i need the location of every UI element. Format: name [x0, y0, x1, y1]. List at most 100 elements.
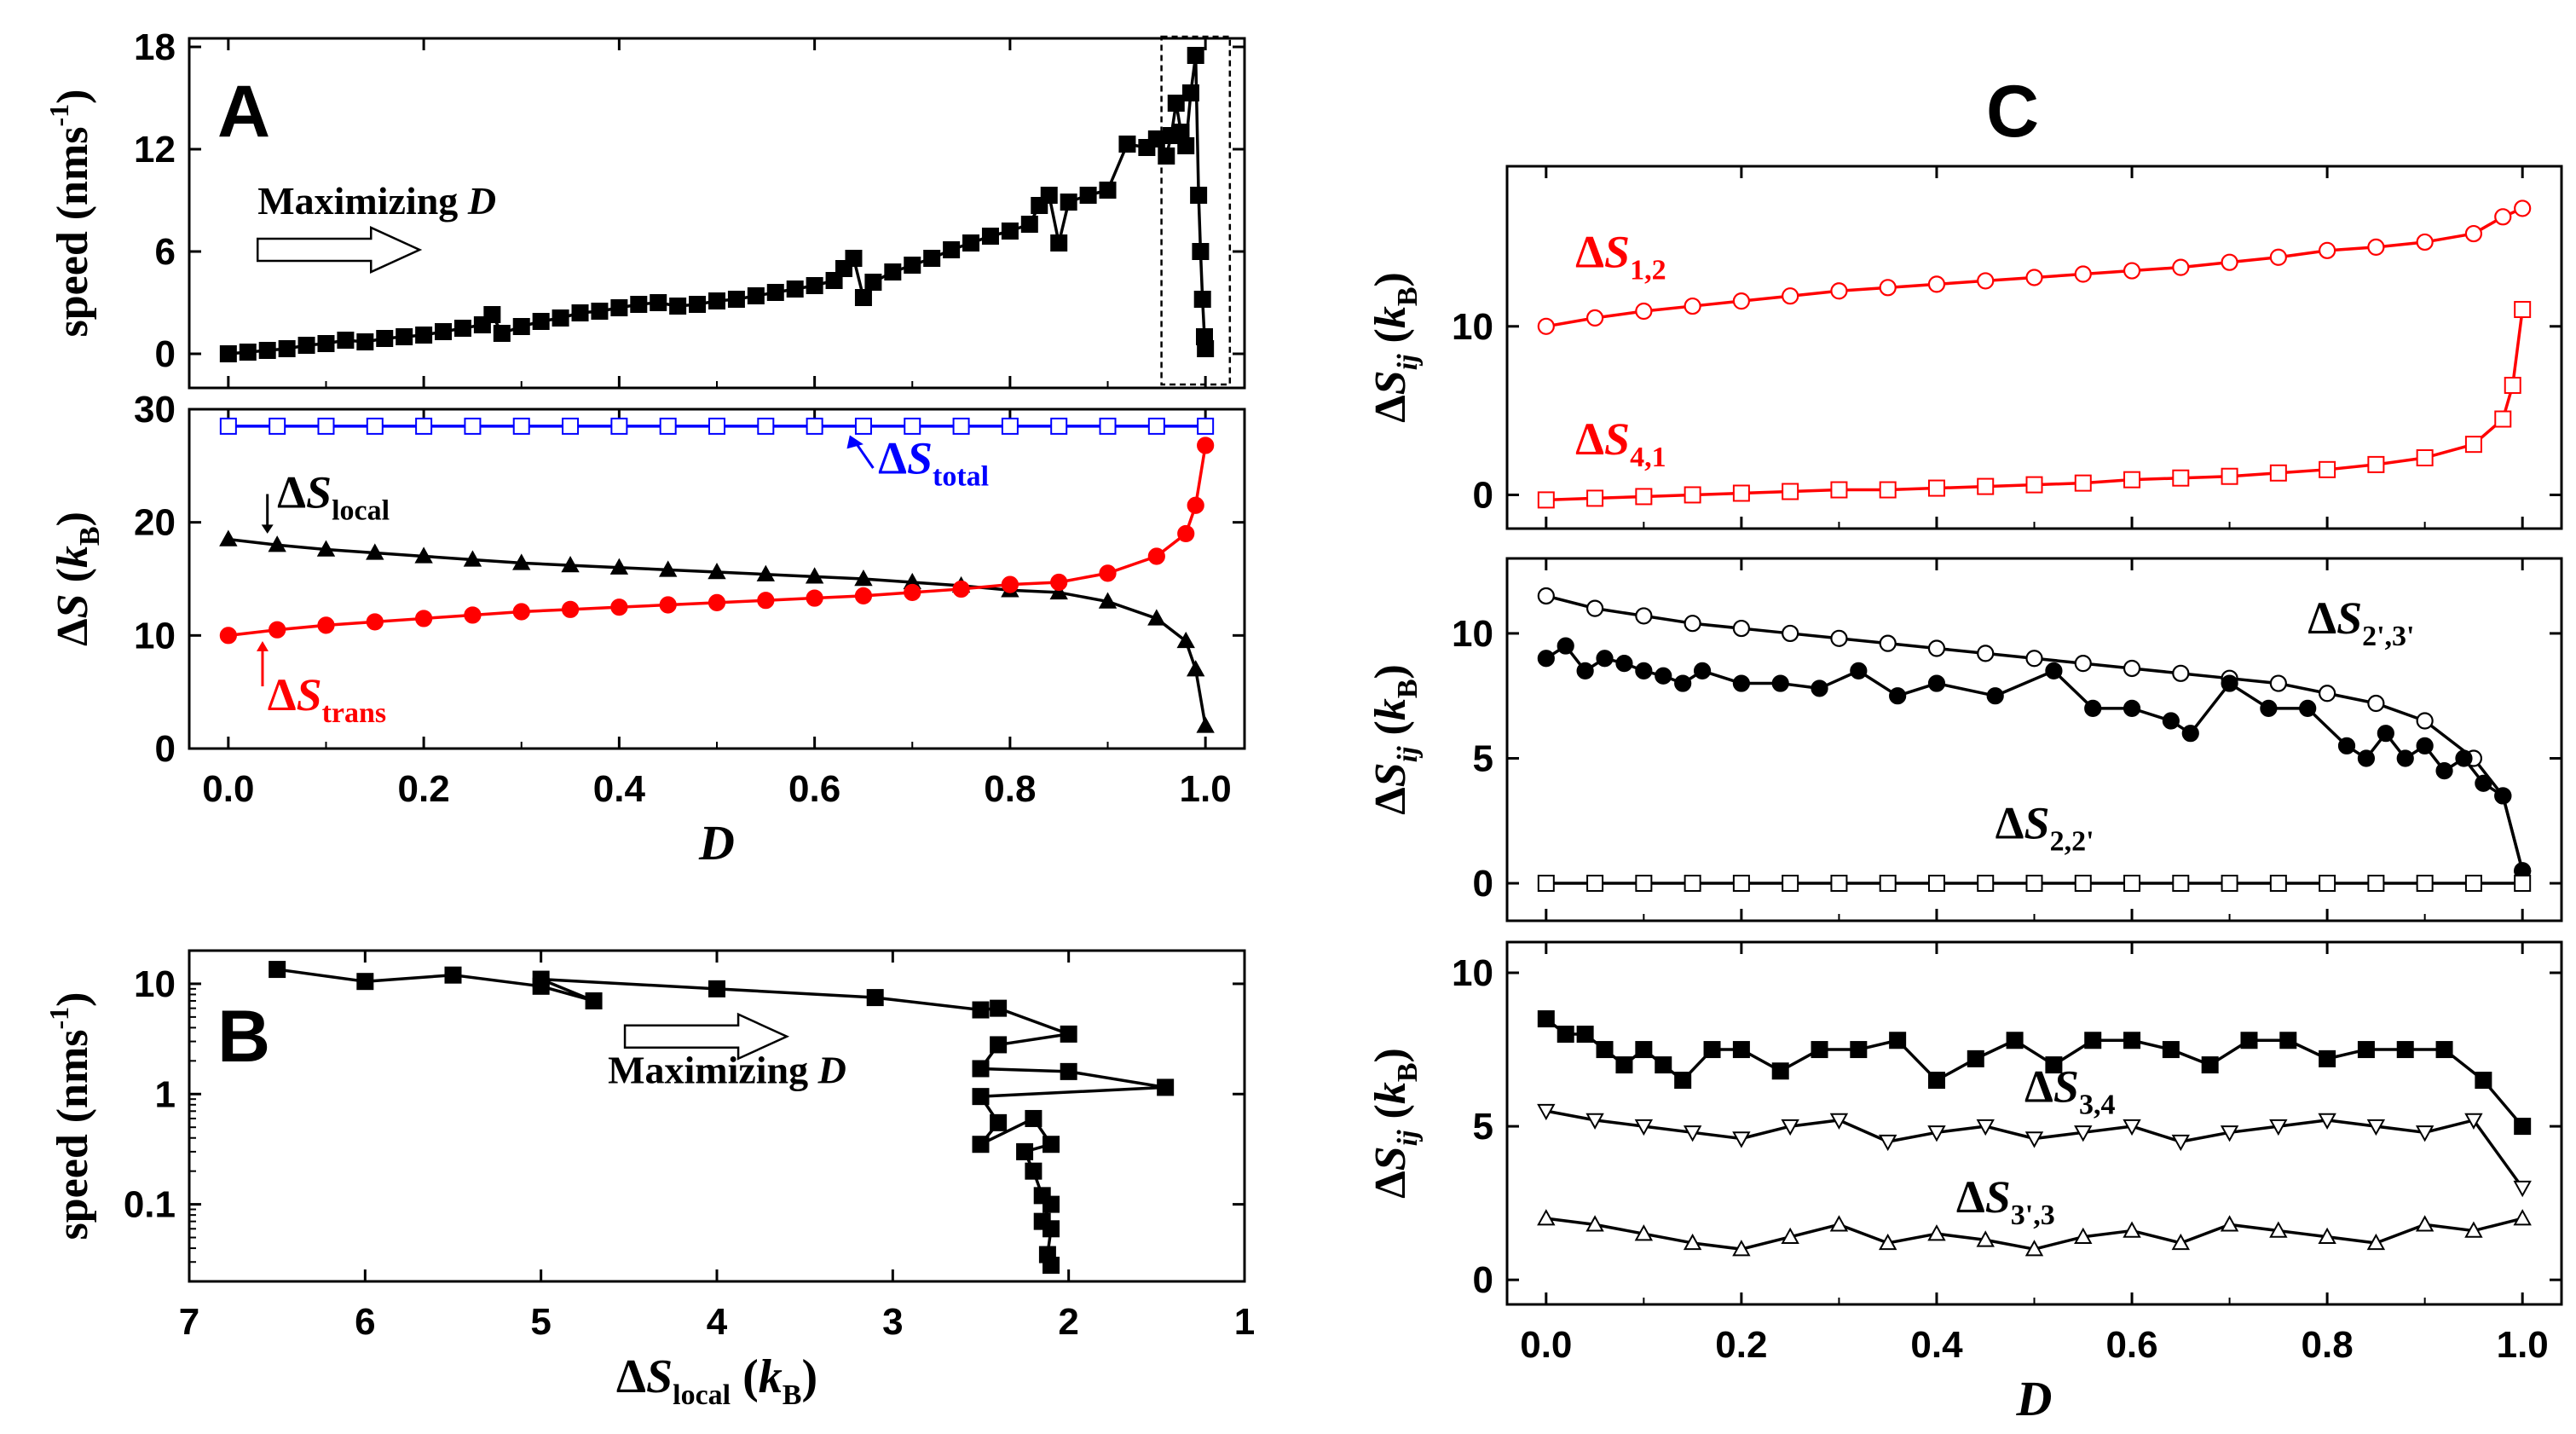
y-tick-label: 6	[155, 231, 176, 273]
data-point	[1167, 95, 1185, 112]
panel-letter-b: B	[217, 996, 270, 1078]
series-label: ΔS3',3	[1956, 1171, 2055, 1231]
data-point	[1771, 674, 1789, 692]
data-point	[1049, 582, 1068, 600]
data-point	[1976, 1230, 1995, 1247]
series-line	[1545, 206, 2523, 328]
data-point	[610, 417, 628, 435]
data-point	[1197, 437, 1215, 454]
data-point	[1050, 573, 1068, 592]
data-point	[269, 961, 286, 979]
data-point	[1927, 479, 1945, 497]
data-point	[2416, 712, 2434, 730]
data-point	[1732, 1240, 1751, 1257]
data-point	[952, 580, 970, 598]
data-point	[1537, 875, 1555, 893]
data-point	[757, 417, 775, 435]
data-point	[239, 344, 257, 361]
data-point	[1674, 674, 1692, 692]
data-point	[2024, 1240, 2044, 1257]
data-point	[1635, 302, 1653, 321]
panel-letter-c: C	[1986, 71, 2039, 153]
x-tick-label: 1	[1234, 1301, 1255, 1343]
y-tick-label: 0	[1473, 863, 1493, 905]
data-point	[2366, 1119, 2386, 1136]
data-point	[708, 292, 725, 309]
data-point	[1811, 1041, 1828, 1059]
data-point	[337, 332, 355, 349]
data-point	[1557, 637, 1574, 655]
data-point	[1732, 674, 1750, 692]
data-point	[2260, 699, 2278, 717]
series-label: ΔSlocal	[277, 466, 390, 526]
data-point	[2181, 725, 2199, 743]
data-point	[1927, 1224, 1946, 1241]
data-point	[1060, 1025, 1077, 1043]
data-point	[669, 298, 687, 315]
data-point	[2319, 241, 2336, 259]
data-point	[2074, 875, 2092, 893]
data-point	[1977, 272, 1995, 290]
x-tick-label: 0.4	[593, 768, 646, 810]
data-point	[1782, 483, 1799, 500]
series-label: ΔS2',3'	[2307, 593, 2414, 652]
data-point	[1878, 1233, 1897, 1251]
data-point	[650, 294, 667, 311]
trans-pointer-head	[256, 640, 269, 651]
data-point	[1781, 1119, 1799, 1136]
data-point	[2464, 1113, 2483, 1130]
data-point	[708, 417, 725, 435]
data-point	[1684, 486, 1701, 504]
data-point	[444, 966, 462, 984]
data-point	[952, 417, 970, 435]
x-tick-label: 0.0	[202, 768, 254, 810]
data-point	[2455, 749, 2473, 767]
data-point	[2396, 749, 2414, 767]
data-point	[2074, 1125, 2093, 1142]
data-point	[415, 417, 433, 435]
x-tick-label: 1.0	[2497, 1324, 2549, 1366]
series-label: ΔS2,2'	[1996, 797, 2094, 857]
data-point	[1927, 639, 1946, 657]
data-point	[2045, 662, 2063, 679]
data-point	[512, 318, 530, 335]
data-point	[1635, 488, 1653, 506]
data-point	[1157, 1078, 1175, 1096]
data-point	[2123, 1032, 2141, 1049]
y-tick-label: 10	[1452, 613, 1493, 655]
data-point	[1043, 1136, 1060, 1154]
data-point	[1927, 275, 1946, 293]
series-line	[1545, 644, 2524, 871]
data-point	[219, 345, 237, 362]
x-axis-label: D	[698, 815, 735, 870]
data-point	[1043, 1195, 1060, 1213]
data-point	[2171, 1134, 2191, 1152]
data-point	[2201, 1056, 2219, 1074]
data-point	[884, 263, 902, 280]
data-point	[2084, 1032, 2102, 1049]
data-point	[943, 241, 961, 258]
data-point	[610, 598, 628, 616]
data-point	[1635, 607, 1653, 625]
highlight-box	[1160, 35, 1232, 386]
y-tick-label: 12	[134, 129, 176, 171]
data-point	[2416, 448, 2434, 466]
data-point	[854, 587, 873, 605]
data-point	[806, 589, 823, 607]
data-point	[2221, 467, 2238, 485]
plot-frame	[1505, 557, 2563, 922]
y-tick-label: 30	[134, 389, 176, 431]
local-pointer-head	[261, 524, 274, 534]
data-point	[1635, 662, 1653, 679]
data-point	[2513, 1209, 2532, 1226]
data-point	[1177, 137, 1195, 154]
data-point	[2162, 712, 2180, 730]
data-point	[2435, 762, 2453, 780]
data-point	[2162, 1041, 2180, 1059]
panel-c-top-frame: 0 10 ΔSij (kB) ΔS1,2 ΔS4,1	[1366, 165, 2563, 530]
data-point	[2416, 737, 2434, 755]
data-point	[1879, 279, 1897, 297]
data-point	[1976, 1119, 1995, 1136]
data-point	[1537, 1103, 1556, 1121]
data-point	[2025, 476, 2043, 494]
